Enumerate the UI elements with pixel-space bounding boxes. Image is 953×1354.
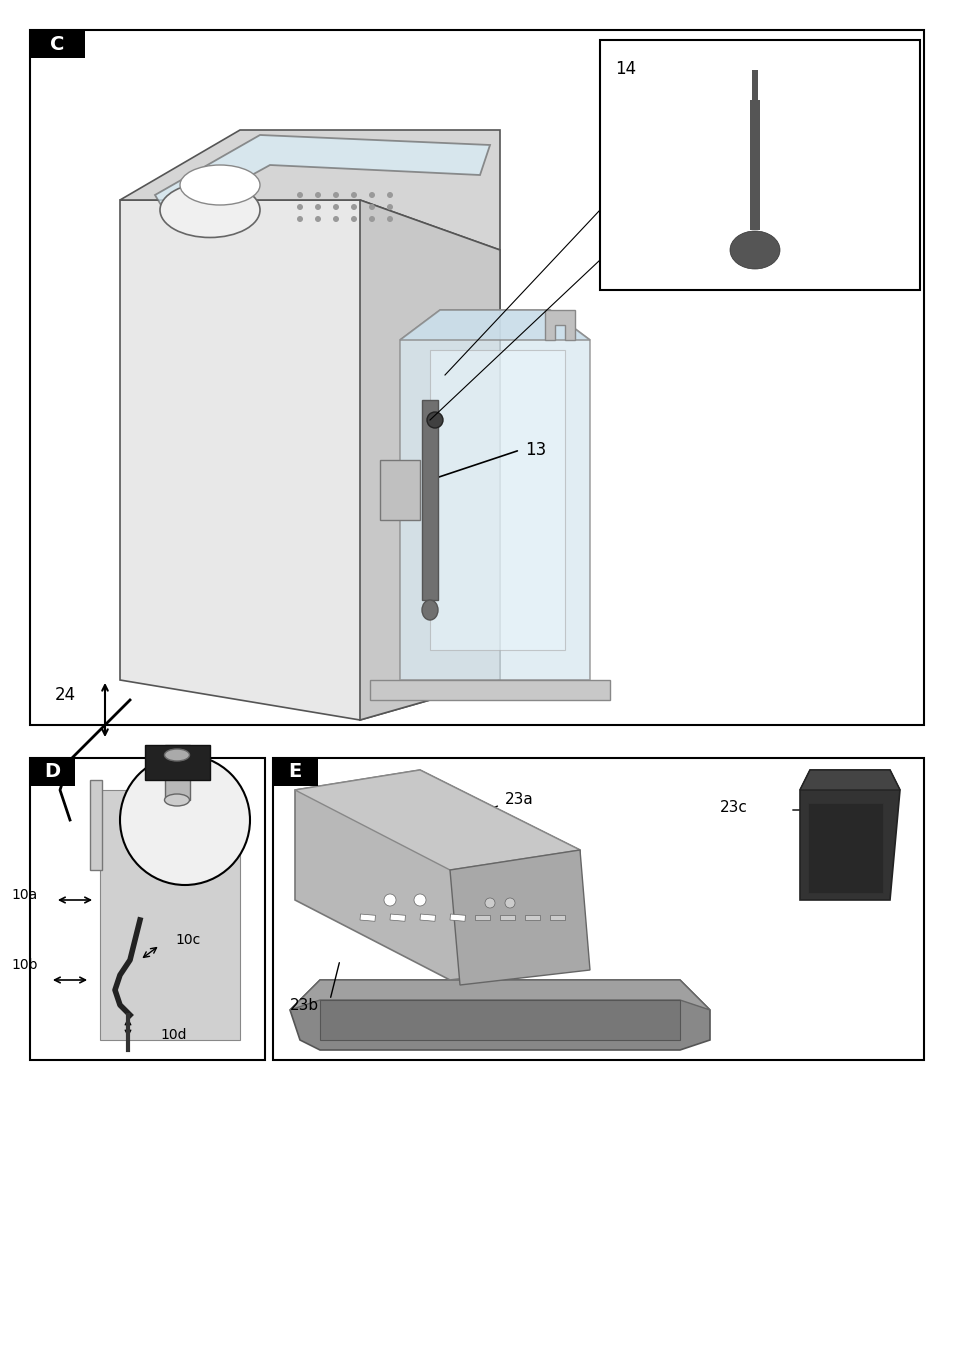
Polygon shape (120, 130, 499, 250)
Circle shape (296, 204, 303, 210)
Polygon shape (370, 680, 609, 700)
Ellipse shape (164, 749, 190, 761)
Bar (749, 100, 760, 230)
Bar (100, 789, 240, 1040)
Bar (419, 914, 435, 921)
Circle shape (333, 204, 338, 210)
Circle shape (427, 412, 442, 428)
Text: E: E (288, 762, 301, 781)
Ellipse shape (180, 165, 260, 204)
Bar (390, 914, 405, 921)
Circle shape (369, 204, 375, 210)
Text: 23b: 23b (290, 998, 319, 1013)
Circle shape (387, 204, 393, 210)
Circle shape (314, 192, 320, 198)
Circle shape (369, 217, 375, 222)
Bar (599, 41, 919, 290)
Circle shape (351, 204, 356, 210)
Text: 10c: 10c (174, 933, 200, 946)
Text: 24: 24 (55, 686, 76, 704)
Text: C: C (51, 34, 65, 54)
Circle shape (504, 898, 515, 909)
Bar (273, 758, 317, 787)
Polygon shape (359, 200, 499, 720)
Circle shape (387, 217, 393, 222)
Text: 10b: 10b (11, 959, 38, 972)
Polygon shape (430, 349, 564, 650)
Bar (273, 758, 923, 1060)
Circle shape (484, 898, 495, 909)
Polygon shape (399, 310, 589, 680)
Bar (30, 758, 265, 1060)
Bar (165, 745, 190, 800)
Polygon shape (800, 770, 899, 900)
Text: D: D (44, 762, 60, 781)
Bar (30, 30, 923, 724)
Circle shape (333, 192, 338, 198)
Bar (421, 399, 437, 600)
Text: 10d: 10d (160, 1028, 186, 1043)
Circle shape (384, 894, 395, 906)
Polygon shape (120, 200, 499, 720)
Bar (450, 914, 465, 921)
Circle shape (296, 217, 303, 222)
Polygon shape (319, 1001, 679, 1040)
Text: 14: 14 (615, 60, 636, 79)
Polygon shape (154, 135, 490, 219)
Circle shape (333, 217, 338, 222)
Bar (145, 745, 210, 780)
Bar (30, 30, 85, 58)
Ellipse shape (160, 183, 260, 237)
Text: 10a: 10a (11, 888, 38, 902)
Ellipse shape (729, 232, 780, 269)
Polygon shape (544, 310, 575, 340)
Text: 23c: 23c (720, 800, 747, 815)
Bar (475, 915, 490, 919)
Polygon shape (450, 850, 589, 984)
Circle shape (351, 192, 356, 198)
Bar (751, 70, 758, 100)
Ellipse shape (421, 600, 437, 620)
Circle shape (369, 192, 375, 198)
Bar (524, 915, 539, 919)
Polygon shape (294, 770, 579, 871)
Polygon shape (290, 980, 709, 1049)
Bar (30, 758, 75, 787)
Bar (550, 915, 564, 919)
Bar (499, 915, 515, 919)
Polygon shape (800, 770, 899, 789)
Circle shape (296, 192, 303, 198)
Circle shape (120, 756, 250, 886)
Bar (359, 914, 375, 921)
Circle shape (387, 192, 393, 198)
Polygon shape (290, 980, 709, 1010)
Ellipse shape (164, 793, 190, 806)
Text: 13: 13 (524, 441, 546, 459)
Text: 23a: 23a (504, 792, 533, 807)
Bar (90, 780, 102, 871)
Circle shape (314, 204, 320, 210)
Circle shape (351, 217, 356, 222)
Bar (379, 460, 419, 520)
Circle shape (314, 217, 320, 222)
Bar (807, 803, 882, 894)
Circle shape (414, 894, 426, 906)
Polygon shape (294, 770, 579, 980)
Polygon shape (399, 310, 589, 340)
